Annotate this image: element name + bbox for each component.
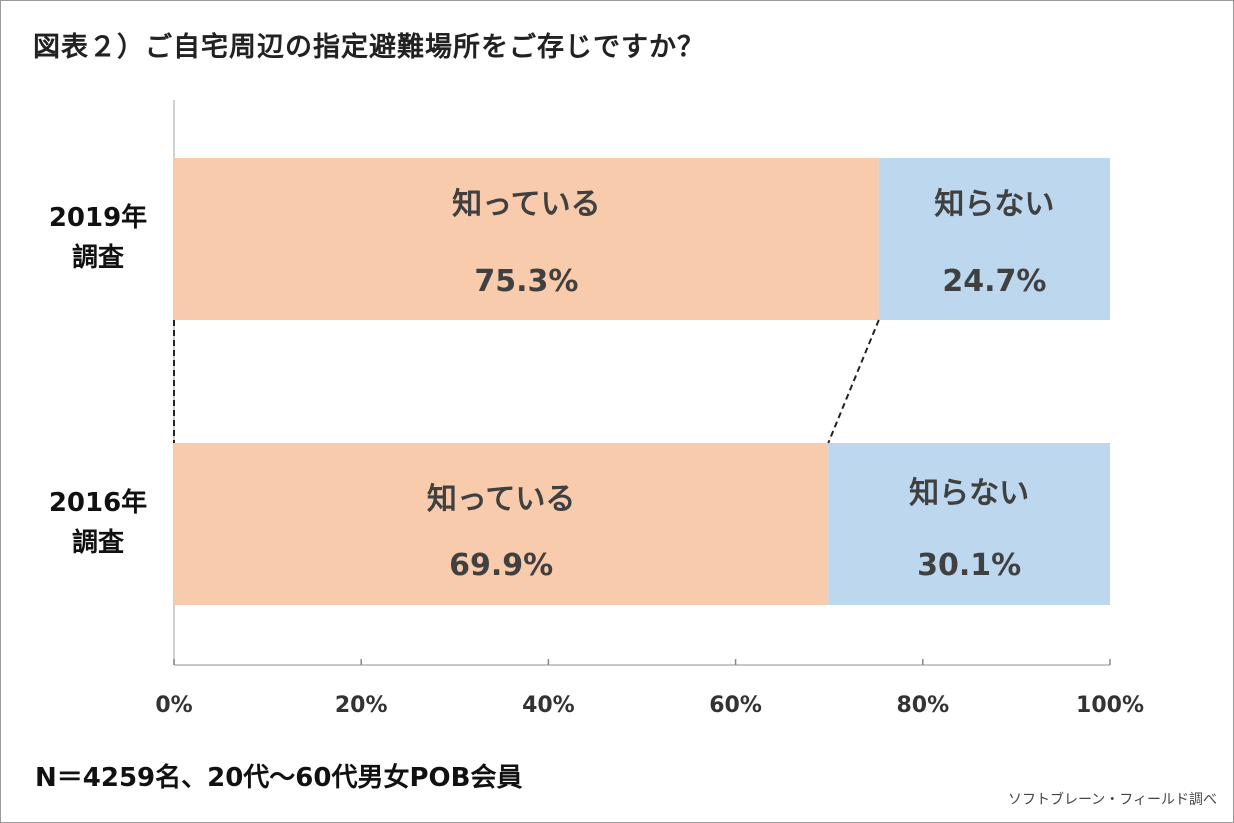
segment-value-label: 24.7% xyxy=(942,264,1046,299)
bar-segment-known-1 xyxy=(174,158,879,320)
series-line-split xyxy=(827,319,880,444)
category-label: 2016年 xyxy=(49,487,147,518)
sample-note: N＝4259名、20代～60代男女POB会員 xyxy=(35,763,523,793)
segment-value-label: 30.1% xyxy=(917,548,1021,583)
bar-segment-known-2 xyxy=(174,443,829,605)
segment-value-label: 75.3% xyxy=(474,264,578,299)
segment-value-label: 69.9% xyxy=(449,548,553,583)
x-tick-label: 20% xyxy=(335,693,388,718)
x-tick-label: 0% xyxy=(155,693,192,718)
bar-segment-unknown-1 xyxy=(878,158,1110,320)
bar-segment-unknown-2 xyxy=(828,443,1110,605)
category-label: 調査 xyxy=(72,242,124,273)
segment-name-label: 知っている xyxy=(452,187,601,222)
source-note: ソフトブレーン・フィールド調べ xyxy=(1007,792,1217,808)
segment-name-label: 知っている xyxy=(427,482,576,517)
x-tick-label: 80% xyxy=(896,693,949,718)
category-label: 調査 xyxy=(72,527,124,558)
category-label: 2019年 xyxy=(49,202,147,233)
chart-title: 図表２）ご自宅周辺の指定避難場所をご存じですか？ xyxy=(33,32,705,63)
segment-name-label: 知らない xyxy=(909,476,1029,511)
segment-name-label: 知らない xyxy=(934,187,1054,222)
x-tick-label: 60% xyxy=(709,693,762,718)
x-tick-label: 100% xyxy=(1076,693,1144,718)
x-tick-label: 40% xyxy=(522,693,575,718)
